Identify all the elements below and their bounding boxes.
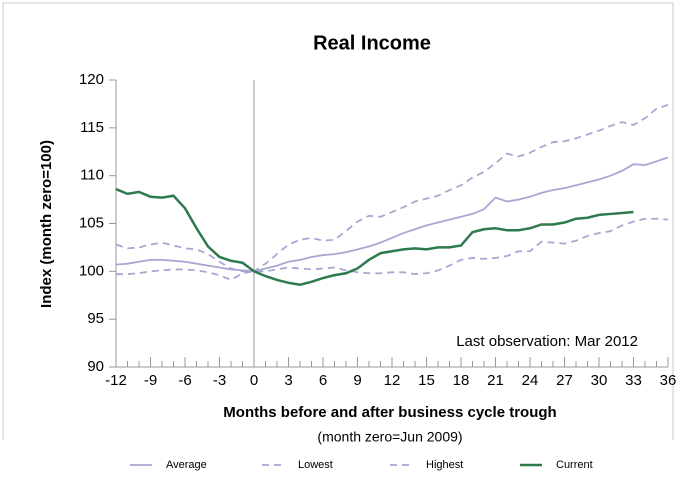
legend-label: Lowest (298, 459, 333, 471)
annotation: Last observation: Mar 2012 (456, 333, 638, 350)
legend-label: Current (556, 459, 593, 471)
y-tick-label: 110 (80, 167, 104, 184)
y-tick-label: 95 (87, 310, 104, 327)
y-tick-label: 100 (79, 262, 104, 279)
series-line (115, 104, 669, 273)
x-tick-label: 3 (284, 372, 292, 389)
x-tick-label: -12 (105, 372, 127, 389)
x-tick-label: -6 (178, 372, 191, 389)
x-tick-label: 15 (418, 372, 435, 389)
y-tick-label: 120 (79, 71, 104, 88)
x-tick-label: 0 (250, 372, 258, 389)
y-tick-label: 115 (80, 119, 104, 136)
y-tick-label: 105 (79, 214, 104, 231)
frame (2, 2, 674, 440)
y-axis-title: Index (month zero=100) (38, 140, 55, 308)
chart-title: Real Income (313, 32, 431, 54)
x-axis-title: Months before and after business cycle t… (223, 404, 556, 421)
x-tick-label: 21 (487, 372, 504, 389)
x-tick-label: 27 (556, 372, 573, 389)
x-tick-label: 6 (319, 372, 327, 389)
series-line (116, 217, 669, 281)
x-tick-label: 36 (660, 372, 677, 389)
x-tick-label: -3 (213, 372, 226, 389)
series-line (115, 187, 634, 287)
y-tick-label: 90 (87, 358, 104, 375)
x-axis-subtitle: (month zero=Jun 2009) (317, 429, 462, 445)
x-tick-label: 18 (453, 372, 470, 389)
legend-label: Average (166, 459, 207, 471)
x-tick-label: 12 (384, 372, 401, 389)
legend-label: Highest (426, 459, 463, 471)
x-tick-label: 24 (522, 372, 539, 389)
x-tick-label: 33 (625, 372, 642, 389)
x-tick-label: -9 (144, 372, 157, 389)
x-tick-label: 9 (353, 372, 361, 389)
series-line (115, 156, 669, 273)
x-tick-label: 30 (591, 372, 608, 389)
